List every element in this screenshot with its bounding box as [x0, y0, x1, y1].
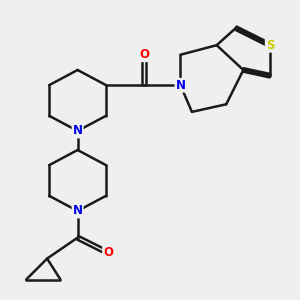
Text: N: N: [176, 79, 185, 92]
Text: O: O: [139, 48, 149, 61]
Text: O: O: [103, 246, 113, 260]
Text: S: S: [266, 39, 274, 52]
Text: N: N: [73, 124, 82, 137]
Text: N: N: [73, 205, 82, 218]
